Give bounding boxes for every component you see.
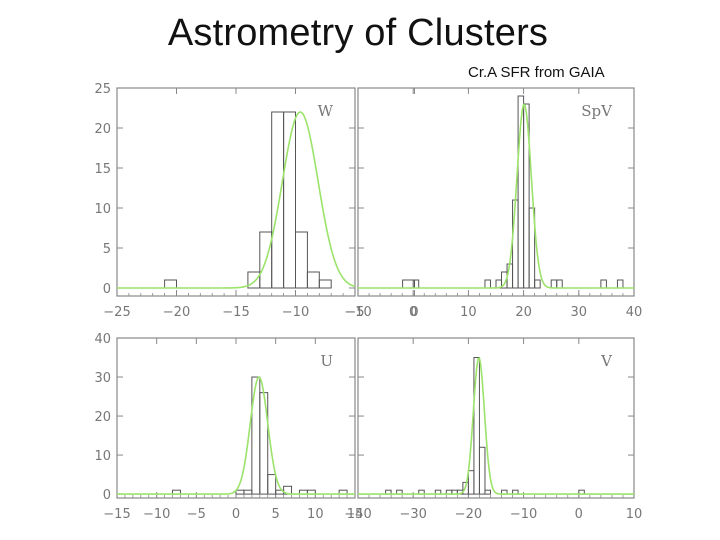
histogram-bar	[512, 199, 519, 289]
slide-title: Astrometry of Clusters	[167, 12, 549, 54]
histogram-bar	[473, 357, 480, 495]
y-tick-label: 5	[103, 242, 111, 257]
histogram-bar	[528, 207, 536, 289]
histogram-bar	[318, 279, 332, 289]
histogram-bar	[235, 489, 245, 495]
histogram-bar	[616, 279, 624, 289]
x-tick-label: −10	[282, 305, 309, 320]
x-tick-label: −10	[510, 507, 537, 522]
x-tick-label: −10	[143, 507, 170, 522]
x-tick-label: −15	[103, 507, 130, 522]
x-tick-label: −40	[344, 507, 371, 522]
y-tick-label: 0	[103, 282, 111, 297]
x-tick-label: 0	[575, 507, 583, 522]
x-tick-label: −25	[103, 305, 130, 320]
x-tick-label: −5	[345, 305, 364, 320]
histogram-panel-u: −15 −10 −5 0 5 10 15 0 10 20 30 40 U	[94, 332, 363, 522]
plot-frame	[116, 337, 356, 499]
slide-subtitle: Cr.A SFR from GAIA	[468, 64, 605, 81]
y-tick-label: 40	[94, 332, 111, 347]
x-tick-label: −5	[187, 507, 206, 522]
histogram-bar	[267, 474, 277, 495]
y-tick-label: 10	[94, 449, 111, 464]
histogram-panel-v: −40 −30 −20 −10 0 10 V	[344, 337, 643, 522]
x-tick-label: 5	[272, 507, 280, 522]
x-tick-label: 0	[409, 305, 417, 320]
x-tick-label: 10	[460, 305, 477, 320]
x-tick-label: 0	[410, 305, 418, 320]
y-tick-label: 25	[94, 82, 111, 97]
histogram-bar	[306, 271, 320, 289]
histogram-bar	[295, 231, 308, 289]
plot-frame	[357, 87, 635, 297]
histogram-bar	[251, 376, 261, 495]
histogram-panel-spv: −10 0 10 20 30 40 SpV	[344, 87, 643, 320]
x-tick-label: −20	[455, 507, 482, 522]
gaussian-fit-line	[117, 111, 356, 289]
histogram-bar	[283, 111, 297, 289]
panel-label: V	[600, 352, 613, 370]
x-tick-label: 15	[347, 507, 364, 522]
x-tick-label: −15	[222, 305, 249, 320]
panel-label: U	[320, 352, 333, 370]
histogram-bar	[523, 103, 530, 289]
x-tick-label: 10	[307, 507, 324, 522]
histogram-bar	[467, 470, 475, 495]
y-tick-label: 0	[103, 488, 111, 503]
histogram-bar	[556, 279, 563, 289]
y-tick-label: 20	[94, 410, 111, 425]
histogram-bar	[534, 279, 541, 289]
histogram-bar	[478, 446, 486, 495]
x-tick-label: 40	[626, 305, 643, 320]
panel-label: SpV	[581, 102, 613, 120]
histogram-bar	[600, 279, 607, 289]
x-tick-label: −20	[163, 305, 190, 320]
x-tick-label: 10	[626, 507, 643, 522]
y-tick-label: 10	[94, 202, 111, 217]
panel-label: W	[318, 102, 334, 120]
x-tick-label: 0	[232, 507, 240, 522]
histogram-bar	[164, 279, 178, 289]
histogram-bar	[550, 279, 558, 289]
x-tick-label: −10	[344, 305, 371, 320]
x-tick-label: −30	[399, 507, 426, 522]
histogram-bar	[243, 489, 253, 495]
gaussian-fit-line	[358, 356, 634, 495]
y-tick-label: 20	[94, 122, 111, 137]
x-tick-label: 20	[515, 305, 532, 320]
histogram-bar	[484, 489, 491, 495]
y-tick-label: 15	[94, 162, 111, 177]
x-tick-label: 30	[571, 305, 588, 320]
y-tick-label: 30	[94, 371, 111, 386]
gaussian-fit-line	[358, 103, 634, 289]
histogram-bar	[484, 279, 491, 289]
histogram-bar	[271, 111, 285, 289]
gaussian-fit-line	[117, 376, 355, 495]
plot-frame	[357, 337, 635, 499]
